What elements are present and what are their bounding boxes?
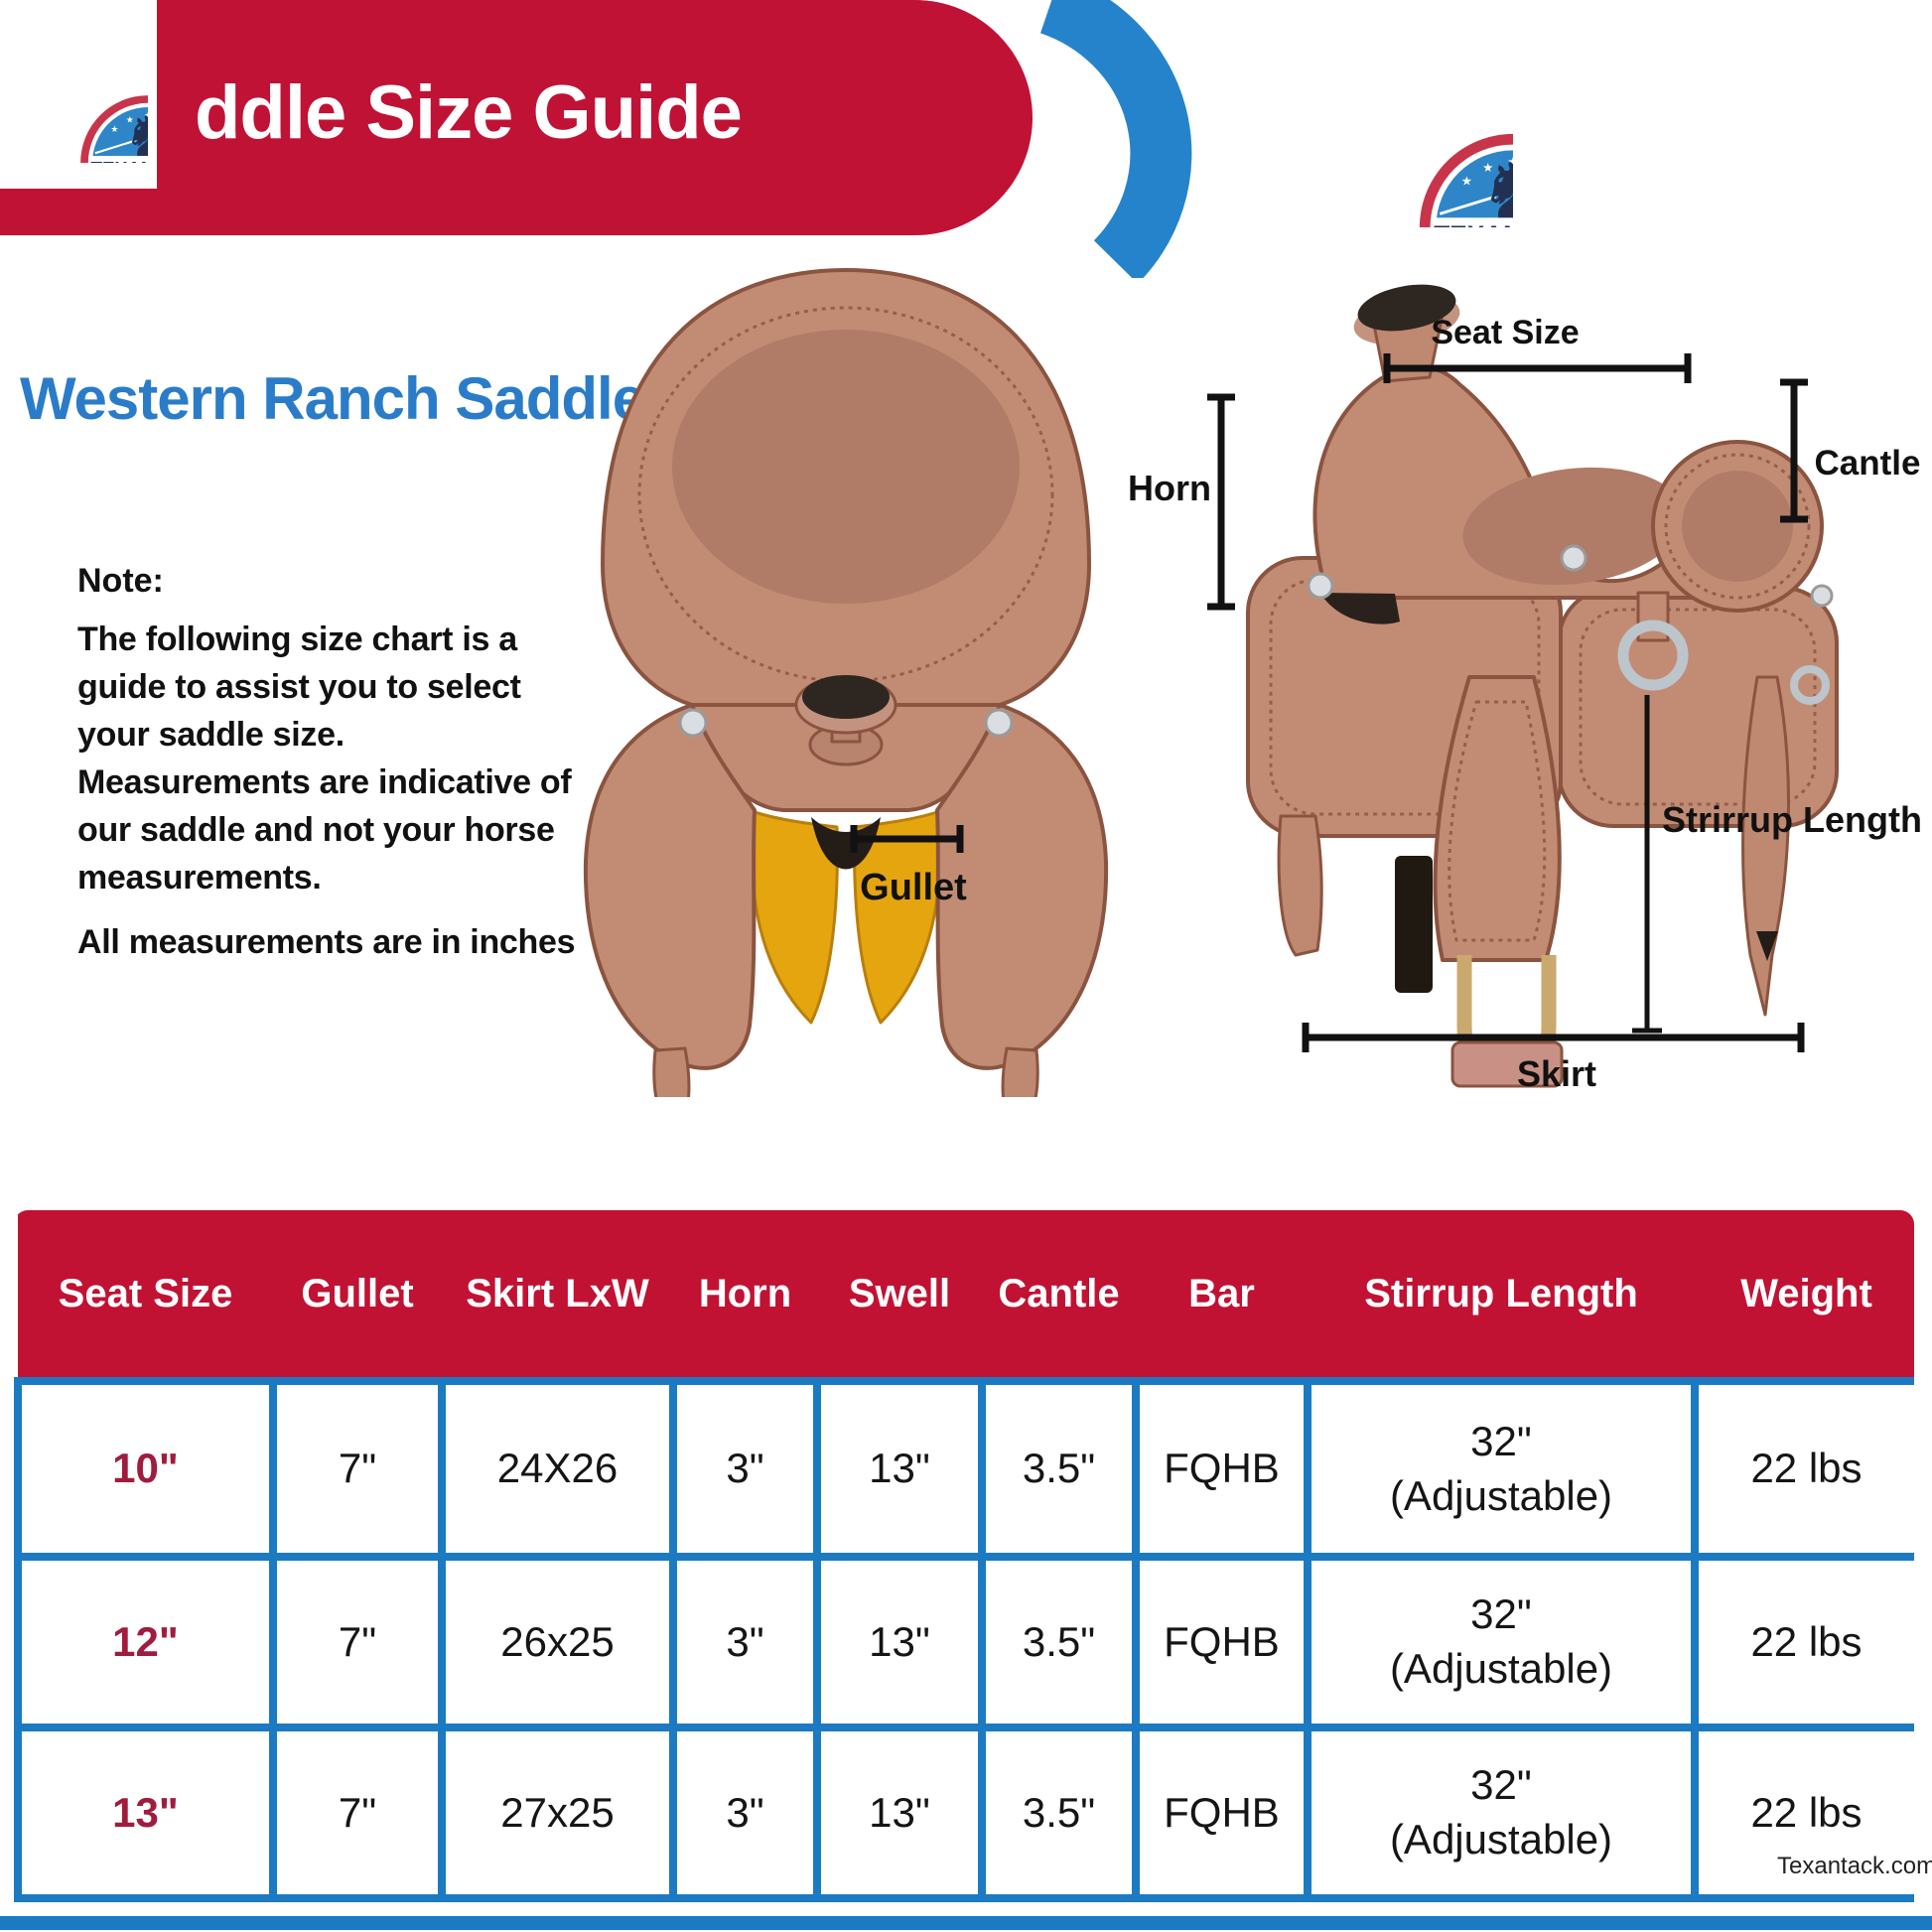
- saddle-front-view-image: [583, 268, 1109, 1097]
- col-header-gullet: Gullet: [273, 1210, 442, 1381]
- stirrup-length-label: Strirrup Length: [1662, 799, 1922, 840]
- seat-size-label: Seat Size: [1431, 314, 1580, 351]
- cell-gullet: 7": [269, 1377, 446, 1561]
- stirrup-tread: [1450, 1040, 1564, 1088]
- note-line: Measurements are indicative of: [77, 763, 572, 801]
- note-title: Note:: [77, 562, 164, 600]
- cell-gullet: 7": [269, 1724, 446, 1902]
- cell-horn: 3": [669, 1724, 821, 1902]
- cell-stirrup-length: 32" (Adjustable): [1304, 1724, 1699, 1902]
- note-line: measurements.: [77, 859, 322, 897]
- cell-skirt: 27x25: [438, 1724, 677, 1902]
- size-table-wrap: Seat Size Gullet Skirt LxW Horn Swell Ca…: [14, 1210, 1914, 1902]
- table-row: 12" 7" 26x25 3" 13" 3.5" FQHB 32" (Adjus…: [14, 1553, 1914, 1731]
- cell-stirrup-length: 32" (Adjustable): [1304, 1377, 1699, 1561]
- cell-weight: 22 lbs: [1691, 1724, 1914, 1902]
- rear-skirt: [1557, 586, 1839, 828]
- col-header-cantle: Cantle: [982, 1210, 1136, 1381]
- note-line: your saddle size.: [77, 716, 345, 754]
- cantle-disc: [1651, 440, 1824, 613]
- watermark: Texantack.com: [1777, 1853, 1932, 1879]
- cell-cantle: 3.5": [978, 1724, 1140, 1902]
- table-header-row: Seat Size Gullet Skirt LxW Horn Swell Ca…: [18, 1210, 1914, 1381]
- rear-dee-ring: [1790, 665, 1830, 705]
- table-row: 13" 7" 27x25 3" 13" 3.5" FQHB 32" (Adjus…: [14, 1724, 1914, 1902]
- cell-bar: FQHB: [1132, 1553, 1311, 1731]
- cell-skirt: 26x25: [438, 1553, 677, 1731]
- cell-horn: 3": [669, 1553, 821, 1731]
- saddle-suede-seat: [672, 330, 1020, 604]
- col-header-swell: Swell: [817, 1210, 982, 1381]
- saddle-wing-right: [935, 703, 1109, 1070]
- cell-seat-size: 12": [14, 1553, 277, 1731]
- bottom-border-strip: [0, 1916, 1932, 1930]
- saddle-wing-left: [583, 703, 757, 1070]
- col-header-stirrup-length: Stirrup Length: [1308, 1210, 1695, 1381]
- product-heading: Western Ranch Saddle: [20, 365, 645, 432]
- gullet-shadow: [1320, 593, 1400, 624]
- header-banner: [0, 0, 1033, 235]
- cell-seat-size: 10": [14, 1377, 277, 1561]
- cell-weight: 22 lbs: [1691, 1553, 1914, 1731]
- saddle-horn-front: [794, 675, 897, 766]
- note-line: guide to assist you to select: [77, 668, 521, 706]
- cell-bar: FQHB: [1132, 1377, 1311, 1561]
- cell-cantle: 3.5": [978, 1553, 1140, 1731]
- cell-seat-size: 13": [14, 1724, 277, 1902]
- horn-label: Horn: [1128, 468, 1211, 508]
- saddle-horn-side: [1353, 284, 1460, 383]
- sheepskin-left: [750, 810, 839, 1025]
- size-table: Seat Size Gullet Skirt LxW Horn Swell Ca…: [14, 1210, 1914, 1902]
- cell-bar: FQHB: [1132, 1724, 1311, 1902]
- cell-swell: 13": [813, 1553, 986, 1731]
- rigging-dee-ring: [1617, 620, 1689, 691]
- cell-swell: 13": [813, 1724, 986, 1902]
- col-header-horn: Horn: [673, 1210, 817, 1381]
- rear-strap: [1741, 675, 1790, 1017]
- note-line: our saddle and not your horse: [77, 811, 555, 849]
- cantle-label: Cantle: [1814, 444, 1921, 483]
- note-paragraph: The following size chart is a guide to a…: [77, 616, 572, 901]
- concho: [1810, 584, 1834, 608]
- texantack-logo-icon: [9, 24, 148, 163]
- stirrup-keeper-strap: [1395, 856, 1433, 993]
- table-row: 10" 7" 24X26 3" 13" 3.5" FQHB 32" (Adjus…: [14, 1377, 1914, 1561]
- seat-suede: [1462, 467, 1685, 586]
- concho: [1560, 544, 1587, 572]
- col-header-bar: Bar: [1136, 1210, 1308, 1381]
- col-header-seat-size: Seat Size: [18, 1210, 273, 1381]
- note-line: The following size chart is a: [77, 621, 517, 658]
- col-header-weight: Weight: [1695, 1210, 1914, 1381]
- gullet-label: Gullet: [860, 867, 967, 908]
- strap-left: [652, 1046, 691, 1097]
- cell-horn: 3": [669, 1377, 821, 1561]
- texantack-logo-icon: [1320, 35, 1513, 227]
- blue-crescent-decoration: [1039, 0, 1192, 278]
- cell-cantle: 3.5": [978, 1377, 1140, 1561]
- cell-gullet: 7": [269, 1553, 446, 1731]
- rear-strap-tip: [1756, 931, 1778, 961]
- cell-skirt: 24X26: [438, 1377, 677, 1561]
- saddle-side-view-image: [1246, 284, 1839, 1088]
- concho: [984, 708, 1014, 738]
- page-title: ddle Size Guide: [195, 70, 743, 155]
- sheepskin-right: [853, 810, 942, 1025]
- cell-swell: 13": [813, 1377, 986, 1561]
- cell-stirrup-length: 32" (Adjustable): [1304, 1553, 1699, 1731]
- concho: [678, 708, 708, 738]
- gullet-arch: [811, 817, 881, 870]
- latigo-strap: [1277, 814, 1323, 957]
- cell-weight: 22 lbs: [1691, 1377, 1914, 1561]
- note-footer: All measurements are in inches: [77, 923, 576, 961]
- col-header-skirt: Skirt LxW: [442, 1210, 673, 1381]
- skirt-label: Skirt: [1516, 1053, 1597, 1094]
- strap-right: [1001, 1046, 1039, 1097]
- concho: [1307, 572, 1334, 600]
